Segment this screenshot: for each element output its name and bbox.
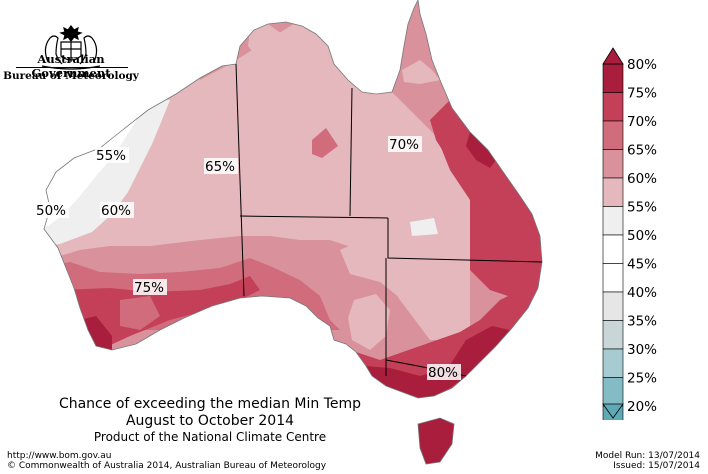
legend-swatch [602, 234, 624, 264]
legend-swatch [602, 149, 624, 179]
legend-label: 35% [627, 314, 657, 330]
legend-swatch [602, 120, 624, 150]
legend-label: 75% [627, 86, 657, 102]
legend-label: 60% [627, 171, 657, 187]
footer-url[interactable]: http://www.bom.gov.au [7, 451, 112, 461]
footer-copyright: © Commonwealth of Australia 2014, Austra… [7, 461, 327, 471]
coat-of-arms-icon [41, 25, 101, 70]
legend-label: 55% [627, 200, 657, 216]
map-period: August to October 2014 [125, 413, 295, 429]
map-label-65: 65% [205, 159, 235, 175]
legend-swatch [602, 177, 624, 207]
legend-swatch [602, 263, 624, 293]
map-producer: Product of the National Climate Centre [93, 430, 327, 444]
legend-bottom-arrow [602, 403, 624, 419]
map-label-60: 60% [101, 203, 131, 219]
gov-rule [16, 67, 128, 68]
legend-label: 50% [627, 228, 657, 244]
map-labels: 55% 50% 60% 65% 70% 75% 80% [35, 136, 461, 381]
legend-swatch [602, 206, 624, 236]
legend-label: 25% [627, 371, 657, 387]
tasmania [417, 417, 455, 465]
map-title: Chance of exceeding the median Min Temp [58, 396, 362, 412]
issued-date: Issued: 15/07/2014 [613, 461, 700, 471]
legend-label: 30% [627, 342, 657, 358]
bureau-name: Bureau of Meteorology [3, 70, 139, 82]
legend-swatch [602, 377, 624, 407]
australia-map: 55% 50% 60% 65% 70% 75% 80% [35, 0, 543, 465]
map-label-80: 80% [428, 365, 458, 381]
gov-name: Australian Government [31, 52, 111, 80]
legend-label: 80% [627, 57, 657, 73]
legend-label: 65% [627, 143, 657, 159]
legend-swatch [602, 63, 624, 93]
legend-label: 40% [627, 285, 657, 301]
map-label-75: 75% [134, 280, 164, 296]
legend-label: 70% [627, 114, 657, 130]
legend-swatch [602, 348, 624, 378]
legend-swatch [602, 320, 624, 350]
legend-top-arrow [602, 47, 624, 65]
legend-label: 20% [627, 399, 657, 415]
model-run: Model Run: 13/07/2014 [595, 451, 700, 461]
legend-label: 45% [627, 257, 657, 273]
legend-swatch [602, 291, 624, 321]
probability-legend: 80% 75% 70% 65% 60% 55% 50% 45% 40% 35% 30% 25% 20% [602, 47, 657, 420]
map-label-50: 50% [36, 203, 66, 219]
map-label-55: 55% [96, 148, 126, 164]
map-label-70: 70% [389, 137, 419, 153]
legend-swatch [602, 92, 624, 122]
